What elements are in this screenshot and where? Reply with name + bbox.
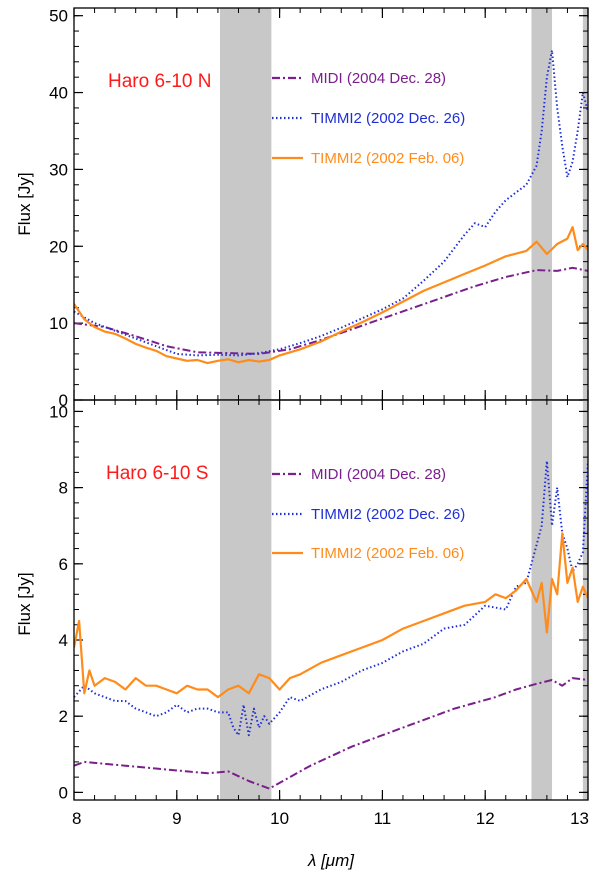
y-tick-label: 40	[49, 84, 68, 103]
y-tick-label: 2	[59, 707, 68, 726]
shaded-regions	[219, 8, 588, 400]
series-line-dashdot	[74, 266, 588, 355]
panel-north: 0 10 20 30 40 50 Haro 6-10 N Flux [Jy] MIDI (…	[15, 7, 589, 410]
series-line-dashdot	[74, 677, 588, 790]
y-axis-label: Flux [Jy]	[15, 172, 34, 235]
y-tick-label: 20	[49, 237, 68, 256]
x-tick-label: 12	[476, 809, 495, 828]
x-axis-ticks	[73, 8, 589, 400]
panel-title: Haro 6-10 S	[106, 463, 208, 484]
series-lines	[74, 460, 588, 790]
legend-label: MIDI (2004 Dec. 28)	[311, 466, 446, 483]
x-axis-label: λ [μm]	[307, 851, 355, 870]
x-tick-label: 11	[374, 809, 392, 828]
y-tick-label: 0	[59, 783, 68, 802]
y-axis-ticks: 0 2 4 6 8 10	[49, 402, 588, 802]
series-line-dotted	[74, 460, 588, 737]
panel-title: Haro 6-10 N	[108, 71, 212, 92]
panel-south: 0 2 4 6 8 10 8 9 10 11 12 13 Haro 6-10 S Flux [Jy]…	[15, 399, 589, 870]
legend-label: MIDI (2004 Dec. 28)	[311, 70, 446, 87]
y-tick-label: 50	[49, 7, 68, 26]
y-tick-label: 10	[49, 314, 68, 333]
series-line-solid	[74, 226, 588, 365]
legend: MIDI (2004 Dec. 28) TIMMI2 (2002 Dec. 26)…	[272, 70, 465, 167]
y-tick-label: 8	[59, 479, 68, 498]
legend: MIDI (2004 Dec. 28) TIMMI2 (2002 Dec. 26)…	[272, 466, 465, 562]
shaded-band	[219, 400, 272, 800]
y-tick-label: 0	[59, 391, 68, 410]
x-tick-label: 8	[72, 809, 81, 828]
legend-label: TIMMI2 (2002 Dec. 26)	[311, 506, 465, 523]
y-axis-label: Flux [Jy]	[15, 572, 34, 635]
legend-label: TIMMI2 (2002 Feb. 06)	[311, 150, 464, 167]
plot-frame	[73, 7, 589, 401]
series-line-dotted	[74, 49, 588, 357]
y-axis-ticks: 0 10 20 30 40 50	[49, 7, 588, 410]
x-tick-label: 10	[270, 809, 289, 828]
shaded-band	[219, 8, 272, 400]
legend-label: TIMMI2 (2002 Dec. 26)	[311, 110, 465, 127]
series-line-solid	[74, 532, 588, 699]
y-tick-label: 30	[49, 160, 68, 179]
series-lines	[74, 49, 588, 365]
legend-label: TIMMI2 (2002 Feb. 06)	[311, 545, 464, 562]
y-tick-label: 4	[59, 631, 68, 650]
x-tick-label: 9	[172, 809, 181, 828]
shaded-regions	[219, 400, 588, 800]
y-tick-label: 10	[49, 402, 68, 421]
shaded-band	[531, 8, 553, 400]
shaded-band	[582, 8, 588, 400]
y-tick-label: 6	[59, 555, 68, 574]
plot-frame	[73, 399, 589, 801]
x-tick-label: 13	[570, 809, 589, 828]
shaded-band	[582, 400, 588, 800]
shaded-band	[531, 400, 553, 800]
